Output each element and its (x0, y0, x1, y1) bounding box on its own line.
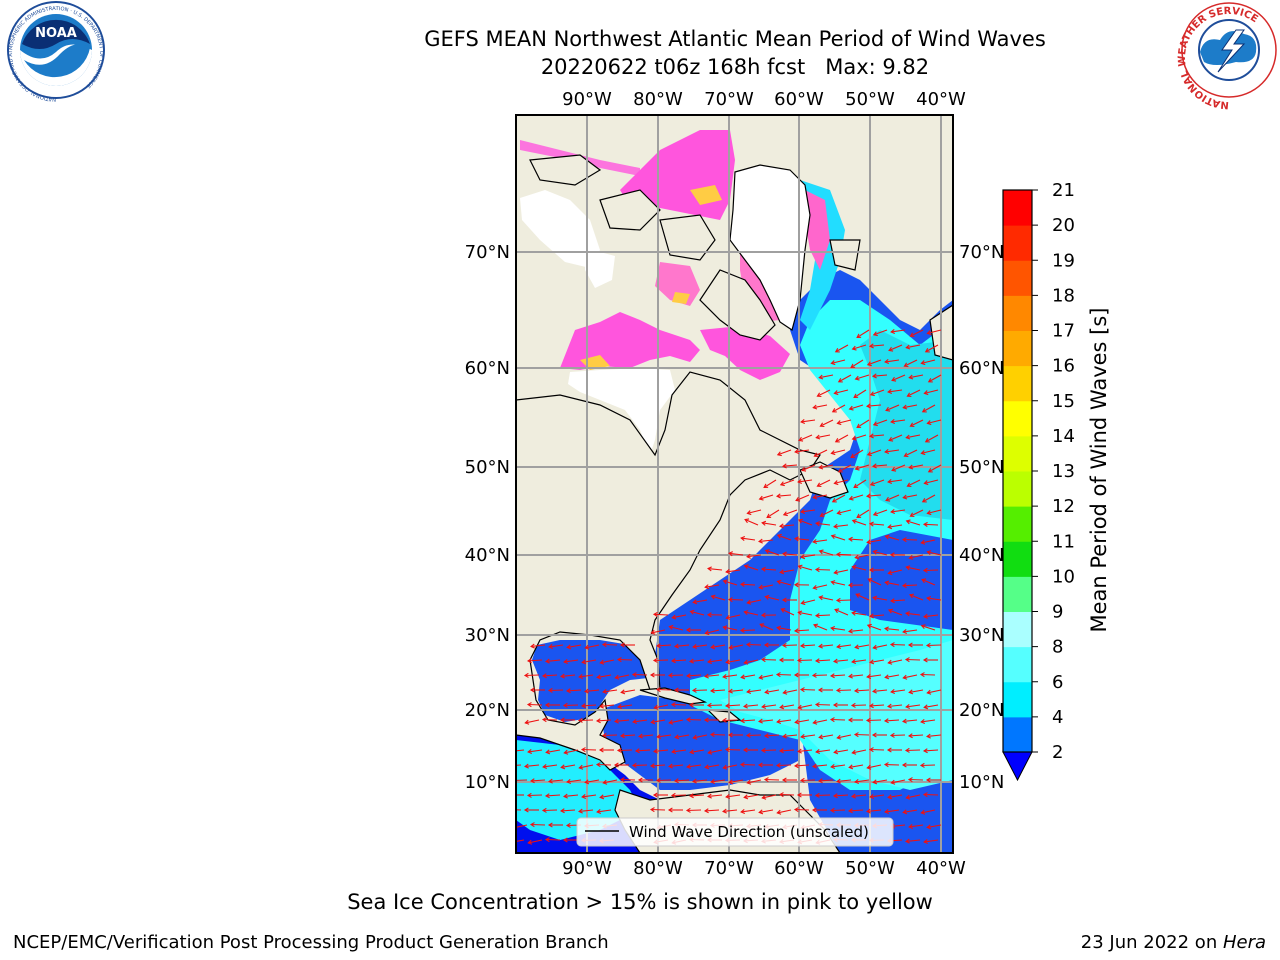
atlantic-teal (860, 330, 953, 520)
lat-tick-left: 30°N (465, 625, 510, 646)
ice-hudson-strait (700, 326, 790, 380)
pacific-cyan (516, 740, 640, 840)
footer-credit: NCEP/EMC/Verification Post Processing Pr… (13, 932, 609, 953)
colorbar-segment (1003, 716, 1032, 753)
graticule (516, 115, 953, 853)
colorbar: 2 4 6 8 9 10 11 12 13 14 15 16 17 18 19 20 21 (1002, 180, 1075, 782)
arctic-white-1 (520, 190, 600, 268)
lon-tick-top: 80°W (633, 89, 683, 110)
footer-machine: Hera (1222, 932, 1266, 953)
colorbar-segment (1003, 471, 1032, 507)
lon-tick-top: 50°W (845, 89, 895, 110)
colorbar-tick-label: 15 (1052, 391, 1075, 412)
map-frame (515, 114, 954, 854)
lon-tick-bottom: 50°W (845, 858, 895, 879)
colorbar-segment (1003, 225, 1032, 261)
ice-hudson-bay (560, 312, 700, 370)
lat-tick-right: 70°N (959, 242, 1004, 263)
lat-tick-right: 50°N (959, 457, 1004, 478)
colorbar-tick-label: 2 (1052, 742, 1063, 763)
lat-tick-right: 20°N (959, 700, 1004, 721)
north-america-land (516, 371, 821, 771)
greenland-east (829, 239, 861, 271)
lon-tick-bottom: 40°W (916, 858, 966, 879)
arctic-island-2 (659, 214, 716, 261)
colorbar-segment (1003, 646, 1032, 683)
hispaniola (706, 709, 742, 723)
arrow-legend-label: Wind Wave Direction (unscaled) (629, 823, 869, 841)
colorbar-tick-label: 8 (1052, 637, 1063, 658)
nws-logo: NATIONAL WEATHER SERVICE (1177, 2, 1277, 110)
colorbar-tick-label: 19 (1052, 250, 1075, 271)
lon-tick-bottom: 90°W (562, 858, 612, 879)
footer-date: 23 Jun 2022 on Hera (1080, 932, 1266, 953)
cuba (639, 687, 708, 705)
colorbar-segment (1003, 400, 1032, 437)
lon-tick-bottom: 60°W (774, 858, 824, 879)
map-title: GEFS MEAN Northwest Atlantic Mean Period… (424, 27, 1046, 51)
arctic-white-2 (585, 248, 615, 288)
colorbar-tick-label: 9 (1052, 602, 1063, 623)
colorbar-segment (1003, 506, 1032, 542)
newfoundland (799, 461, 849, 499)
colorbar-segment (1003, 295, 1032, 331)
greenland-land-outline (729, 164, 811, 331)
colorbar-segment (1003, 365, 1032, 402)
colorbar-segment (1003, 330, 1032, 367)
arctic-island-1 (599, 189, 661, 231)
colorbar-extend-arrow (1002, 751, 1033, 782)
colorbar-tick-label: 4 (1052, 707, 1063, 728)
lat-tick-right: 10°N (959, 772, 1004, 793)
ice-yellow-patch-2 (690, 185, 722, 205)
colorbar-segment (1003, 611, 1032, 648)
lat-tick-left: 40°N (465, 545, 510, 566)
axis-tick-labels: 90°W 90°W 80°W 80°W 70°W 70°W 60°W 60°W 50°W 50°W… (465, 89, 1005, 879)
greenland-white (730, 165, 810, 330)
colorbar-tick-label: 6 (1052, 672, 1063, 693)
map-subtitle: 20220622 t06z 168h fcst Max: 9.82 (540, 55, 930, 79)
noaa-logo: NOAA NATIONAL OCEANIC AND ATMOSPHERIC AD… (7, 1, 105, 102)
lat-tick-right: 30°N (959, 625, 1004, 646)
colorbar-tick-label: 14 (1052, 426, 1075, 447)
colorbar-segment (1003, 576, 1032, 612)
hudson-bay-white (568, 368, 675, 455)
lon-tick-bottom: 70°W (704, 858, 754, 879)
colorbar-tick-label: 10 (1052, 566, 1075, 587)
colorbar-tick-label: 16 (1052, 356, 1075, 377)
colorbar-tick-label: 20 (1052, 215, 1075, 236)
noaa-logo-text: NOAA (35, 26, 77, 41)
lat-tick-left: 70°N (465, 242, 510, 263)
map-area: Wind Wave Direction (unscaled) (516, 115, 953, 853)
wind-wave-arrows (516, 329, 942, 845)
colorbar-label: Mean Period of Wind Waves [s] (1087, 308, 1111, 633)
atlantic-cyan-south (720, 640, 953, 790)
colorbar-tick-label: 21 (1052, 180, 1075, 201)
lat-tick-left: 10°N (465, 772, 510, 793)
colorbar-segment (1003, 541, 1032, 577)
lat-tick-left: 50°N (465, 457, 510, 478)
colorbar-segment (1003, 681, 1032, 718)
colorbar-segment (1003, 190, 1032, 226)
sea-ice-caption: Sea Ice Concentration > 15% is shown in … (347, 890, 933, 914)
lat-tick-left: 60°N (465, 358, 510, 379)
lon-tick-top: 90°W (562, 89, 612, 110)
lon-tick-top: 70°W (704, 89, 754, 110)
lon-tick-bottom: 80°W (633, 858, 683, 879)
colorbar-tick-label: 17 (1052, 321, 1075, 342)
colorbar-tick-label: 18 (1052, 285, 1075, 306)
ice-greenland-coast (805, 190, 830, 270)
lon-tick-top: 40°W (916, 89, 966, 110)
colorbar-segment (1003, 260, 1032, 296)
lon-tick-top: 60°W (774, 89, 824, 110)
colorbar-tick-label: 12 (1052, 496, 1075, 517)
lat-tick-right: 40°N (959, 545, 1004, 566)
lat-tick-left: 20°N (465, 700, 510, 721)
colorbar-tick-label: 11 (1052, 531, 1075, 552)
colorbar-tick-label: 13 (1052, 461, 1075, 482)
arrow-legend: Wind Wave Direction (unscaled) (576, 817, 894, 847)
ice-yellow-patch-4 (672, 292, 690, 304)
colorbar-segment (1003, 435, 1032, 472)
lat-tick-right: 60°N (959, 358, 1004, 379)
